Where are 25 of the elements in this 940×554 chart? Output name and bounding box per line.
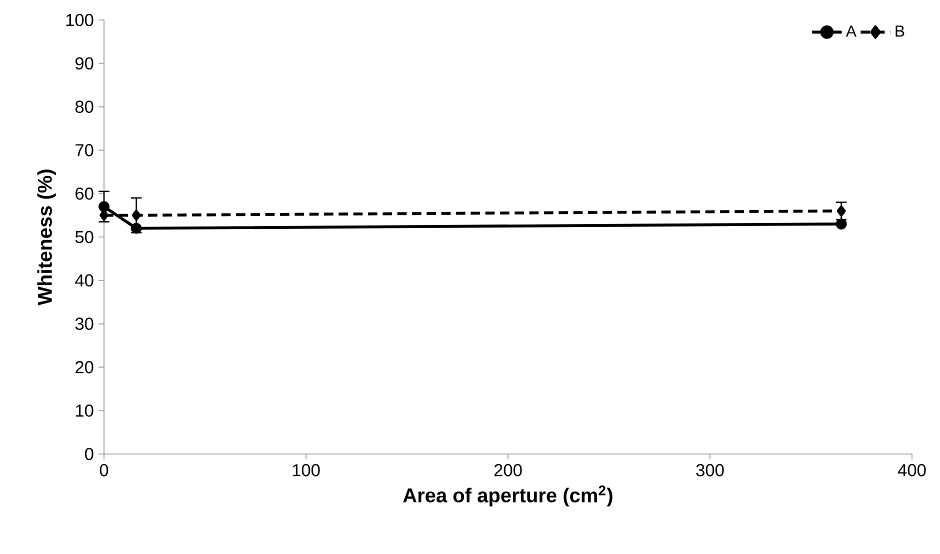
x-tick-label: 400: [898, 464, 926, 476]
point: [98, 201, 110, 212]
x-tick-label: 0: [100, 464, 108, 476]
y-tick-label: 30: [75, 318, 94, 330]
point: [132, 210, 141, 221]
legend-label: B: [896, 26, 904, 37]
y-axis-title: Whiteness (%): [37, 170, 56, 306]
y-tick-label: 90: [75, 57, 94, 70]
y-tick-label: 50: [75, 230, 94, 244]
y-tick-label: 80: [75, 100, 94, 113]
y-tick-label: 0: [84, 448, 94, 460]
legend-label: A: [846, 26, 857, 37]
x-tick-label: 300: [696, 464, 724, 476]
point: [836, 205, 846, 216]
y-tick-label: 60: [76, 187, 94, 200]
point: [130, 222, 142, 234]
point: [836, 218, 847, 230]
y-tick-label: 70: [76, 144, 94, 156]
y-tick-label: 20: [76, 361, 94, 374]
x-tick-label: 200: [494, 464, 522, 476]
y-tick-label: 100: [66, 14, 94, 26]
x-axis-title: Area of aperture (cm$^{2}$): [403, 485, 612, 506]
x-tick-label: 100: [292, 464, 320, 476]
y-tick-label: 40: [75, 274, 94, 287]
y-tick-label: 10: [76, 404, 94, 417]
